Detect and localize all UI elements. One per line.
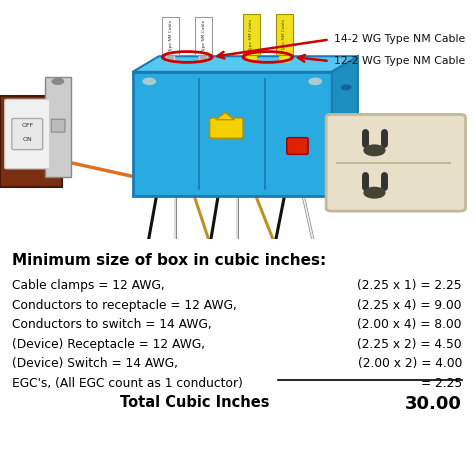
FancyBboxPatch shape xyxy=(162,17,179,55)
Text: ON: ON xyxy=(22,137,32,142)
FancyBboxPatch shape xyxy=(243,14,260,55)
Circle shape xyxy=(52,79,64,84)
Circle shape xyxy=(364,145,385,155)
Circle shape xyxy=(364,187,385,198)
FancyBboxPatch shape xyxy=(51,119,65,132)
Polygon shape xyxy=(216,112,235,120)
FancyBboxPatch shape xyxy=(5,100,50,169)
Text: (2.00 x 4) = 8.00: (2.00 x 4) = 8.00 xyxy=(357,319,462,331)
Text: Type NM Cable: Type NM Cable xyxy=(249,18,253,51)
FancyBboxPatch shape xyxy=(326,114,465,211)
Text: Conductors to switch = 14 AWG,: Conductors to switch = 14 AWG, xyxy=(12,319,212,331)
FancyBboxPatch shape xyxy=(195,17,212,55)
Text: Minimum size of box in cubic inches:: Minimum size of box in cubic inches: xyxy=(12,254,326,268)
Text: Type NM Cable: Type NM Cable xyxy=(202,20,206,52)
Circle shape xyxy=(143,78,155,84)
FancyBboxPatch shape xyxy=(45,77,71,177)
Text: 12-2 WG Type NM Cable: 12-2 WG Type NM Cable xyxy=(334,56,465,66)
Text: OFF: OFF xyxy=(21,123,33,128)
Circle shape xyxy=(309,78,321,84)
Text: (Device) Switch = 14 AWG,: (Device) Switch = 14 AWG, xyxy=(12,357,178,370)
FancyBboxPatch shape xyxy=(337,139,384,155)
Text: (2.25 x 1) = 2.25: (2.25 x 1) = 2.25 xyxy=(357,279,462,292)
Text: (2.25 x 4) = 9.00: (2.25 x 4) = 9.00 xyxy=(357,299,462,312)
Text: EGC's, (All EGC count as 1 conductor): EGC's, (All EGC count as 1 conductor) xyxy=(12,377,243,390)
FancyBboxPatch shape xyxy=(346,199,379,210)
Text: 14-2 WG Type NM Cable: 14-2 WG Type NM Cable xyxy=(334,35,465,45)
Circle shape xyxy=(341,162,351,166)
FancyBboxPatch shape xyxy=(210,118,243,138)
FancyBboxPatch shape xyxy=(0,96,62,187)
Text: = 2.25: = 2.25 xyxy=(421,377,462,390)
Text: Type NM Cable: Type NM Cable xyxy=(169,20,173,52)
FancyBboxPatch shape xyxy=(276,14,293,55)
Polygon shape xyxy=(332,56,358,196)
Text: Cable clamps = 12 AWG,: Cable clamps = 12 AWG, xyxy=(12,279,165,292)
FancyBboxPatch shape xyxy=(12,118,43,150)
FancyBboxPatch shape xyxy=(287,137,308,155)
Text: Type NM Cable: Type NM Cable xyxy=(283,18,286,51)
Text: (Device) Receptacle = 12 AWG,: (Device) Receptacle = 12 AWG, xyxy=(12,338,205,351)
Text: (2.25 x 2) = 4.50: (2.25 x 2) = 4.50 xyxy=(357,338,462,351)
Circle shape xyxy=(341,85,351,90)
Text: Conductors to receptacle = 12 AWG,: Conductors to receptacle = 12 AWG, xyxy=(12,299,237,312)
FancyBboxPatch shape xyxy=(133,72,332,196)
Text: Total Cubic Inches: Total Cubic Inches xyxy=(120,395,270,410)
Polygon shape xyxy=(133,56,358,72)
Text: 30.00: 30.00 xyxy=(405,395,462,413)
Text: (2.00 x 2) = 4.00: (2.00 x 2) = 4.00 xyxy=(357,357,462,370)
